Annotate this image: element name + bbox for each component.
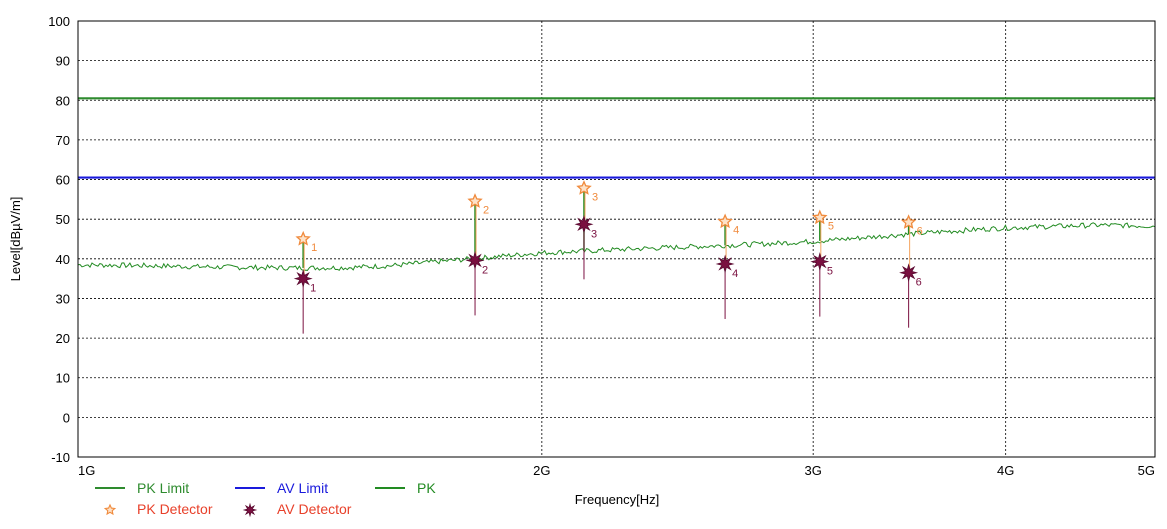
av-detector-label: 5	[827, 266, 833, 278]
y-tick-label: 0	[63, 410, 70, 425]
legend-label: PK Detector	[137, 501, 213, 517]
pk-detector-marker	[295, 230, 311, 246]
y-tick-label: 10	[56, 371, 70, 386]
legend-swatch	[103, 503, 117, 516]
pk-detector-marker	[576, 180, 592, 195]
pk-detector-label: 3	[592, 191, 598, 203]
detector-markers: 1 1 2 2 3 3 4 4 5 5 6 6	[293, 180, 923, 334]
pk-detector-marker	[812, 209, 828, 225]
x-tick-label: 2G	[533, 463, 550, 478]
x-tick-label: 5G	[1138, 463, 1155, 478]
y-tick-label: 40	[56, 252, 70, 267]
y-tick-label: 100	[48, 14, 70, 29]
av-detector-label: 3	[591, 228, 597, 240]
pk-detector-marker	[900, 214, 917, 229]
y-axis-title: Level[dBµV/m]	[8, 197, 23, 282]
x-tick-label: 4G	[997, 463, 1014, 478]
y-tick-label: 70	[56, 133, 70, 148]
x-tick-labels: 1G 2G 3G 4G 5G	[78, 463, 1155, 478]
y-tick-labels: -10 0 10 20 30 40 50 60 70 80 90 100	[48, 14, 70, 465]
legend: PK Limit AV Limit PK PK Detector AV Detector	[95, 480, 436, 518]
y-tick-label: -10	[51, 450, 70, 465]
x-tick-label: 1G	[78, 463, 95, 478]
legend-label: PK Limit	[137, 480, 189, 496]
y-tick-label: 80	[56, 93, 70, 108]
x-tick-label: 3G	[804, 463, 821, 478]
pk-detector-label: 4	[733, 225, 739, 237]
pk-detector-label: 6	[917, 225, 923, 237]
av-detector-label: 6	[916, 277, 922, 289]
legend-label: AV Detector	[277, 501, 352, 517]
pk-trace-line	[77, 222, 1156, 271]
pk-detector-label: 2	[483, 204, 489, 216]
pk-detector-label: 5	[828, 221, 834, 233]
legend-label: AV Limit	[277, 480, 328, 496]
pk-detector-label: 1	[311, 242, 317, 254]
x-axis-title: Frequency[Hz]	[575, 492, 660, 507]
pk-trace	[77, 222, 1156, 271]
av-detector-marker	[465, 250, 485, 270]
pk-detector-marker	[717, 213, 733, 229]
legend-swatch	[242, 502, 258, 518]
av-detector-label: 1	[310, 283, 316, 295]
pk-detector-marker	[467, 193, 483, 208]
y-tick-label: 20	[56, 331, 70, 346]
av-detector-label: 2	[482, 264, 488, 276]
av-detector-marker	[293, 269, 313, 289]
y-tick-label: 60	[56, 173, 70, 188]
y-tick-label: 90	[56, 54, 70, 69]
av-detector-marker	[899, 263, 919, 283]
limit-lines	[78, 97, 1155, 179]
legend-label: PK	[417, 480, 436, 496]
plot-frame	[77, 20, 1156, 458]
av-detector-marker	[574, 214, 594, 234]
y-tick-label: 50	[56, 212, 70, 227]
y-tick-label: 30	[56, 291, 70, 306]
grid	[78, 21, 1155, 457]
av-detector-marker	[715, 254, 735, 274]
av-detector-marker	[810, 252, 830, 272]
av-detector-label: 4	[732, 268, 738, 280]
